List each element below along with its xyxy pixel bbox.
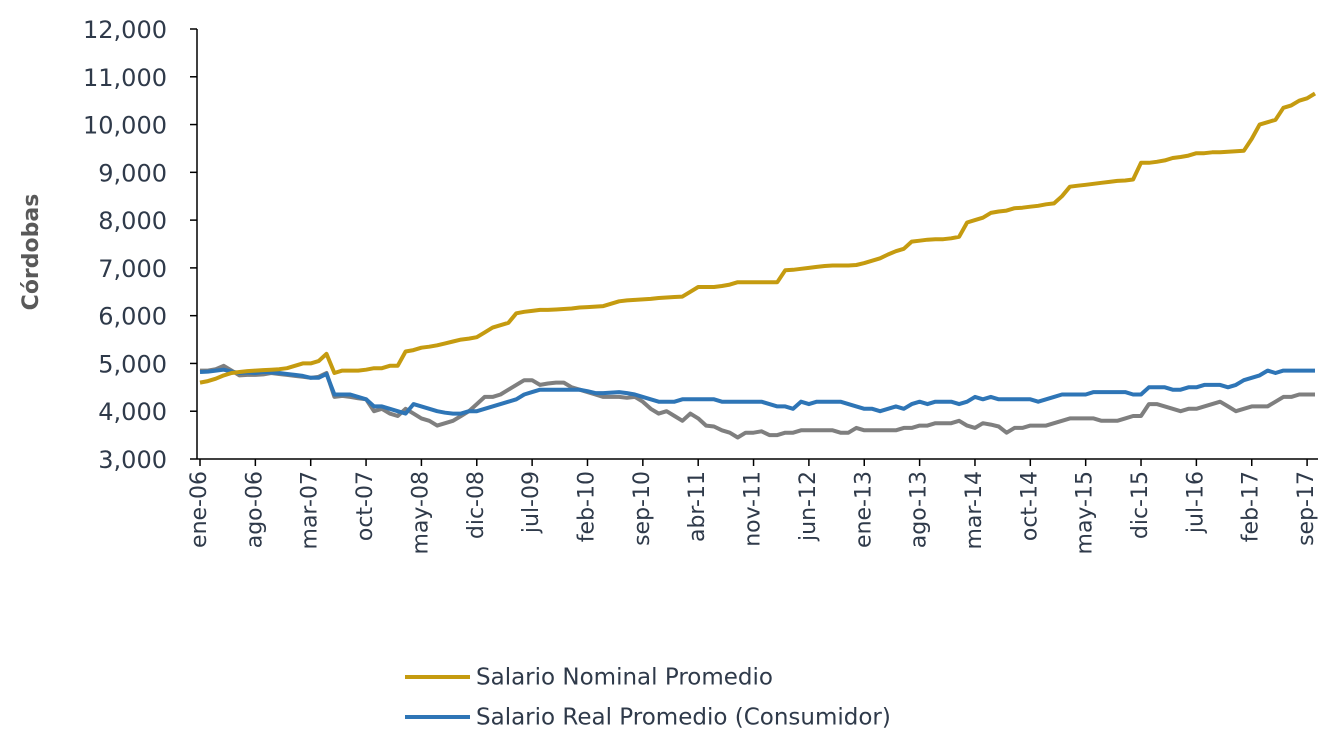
x-tick-label: ago-13 bbox=[907, 471, 932, 548]
x-tick-label: ene-13 bbox=[851, 471, 876, 548]
y-tick-label: 8,000 bbox=[98, 207, 167, 235]
y-tick-label: 11,000 bbox=[83, 64, 167, 92]
series-line bbox=[199, 367, 1315, 416]
x-tick-label: ago-06 bbox=[242, 471, 267, 548]
y-tick-label: 5,000 bbox=[98, 350, 167, 378]
x-tick-label: nov-11 bbox=[741, 471, 766, 547]
y-tick-label: 7,000 bbox=[98, 255, 167, 283]
x-tick-label: may-08 bbox=[408, 471, 433, 554]
x-tick-label: dic-08 bbox=[464, 471, 489, 539]
series-line bbox=[199, 91, 1317, 385]
x-tick-label: feb-10 bbox=[574, 471, 599, 542]
x-tick-label: sep-17 bbox=[1294, 471, 1318, 546]
series-line bbox=[200, 363, 1315, 440]
y-tick-label: 9,000 bbox=[98, 159, 167, 187]
y-tick-label: 6,000 bbox=[98, 303, 167, 331]
x-tick-label: oct-14 bbox=[1017, 471, 1042, 541]
x-tick-label: may-15 bbox=[1073, 471, 1098, 554]
x-tick-label: mar-14 bbox=[962, 471, 987, 549]
x-tick-label: jul-16 bbox=[1183, 471, 1208, 534]
x-tick-label: abr-11 bbox=[685, 471, 710, 542]
x-tick-label: sep-10 bbox=[630, 471, 655, 546]
x-tick-label: oct-07 bbox=[353, 471, 378, 541]
legend-label: Salario Real Promedio (Consumidor) bbox=[476, 705, 891, 731]
x-tick-label: ene-06 bbox=[187, 471, 212, 548]
x-tick-label: mar-07 bbox=[298, 471, 323, 549]
x-tick-label: jun-12 bbox=[796, 471, 821, 542]
y-tick-label: 4,000 bbox=[98, 398, 167, 426]
y-tick-label: 12,000 bbox=[83, 16, 167, 44]
y-axis-title: Córdobas bbox=[19, 194, 44, 311]
y-tick-label: 10,000 bbox=[83, 112, 167, 140]
legend-label: Salario Nominal Promedio bbox=[476, 665, 773, 691]
x-tick-label: jul-09 bbox=[519, 471, 544, 534]
x-tick-label: feb-17 bbox=[1239, 471, 1264, 542]
x-tick-label: dic-15 bbox=[1128, 471, 1153, 539]
y-tick-label: 3,000 bbox=[98, 446, 167, 474]
